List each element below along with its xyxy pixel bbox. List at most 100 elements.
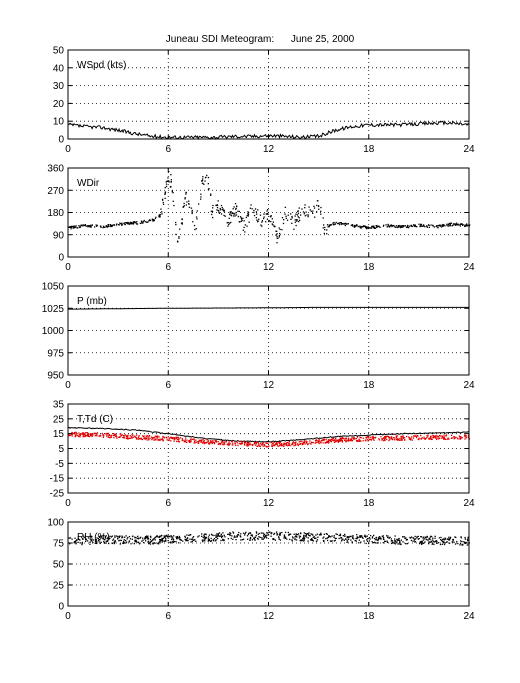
data-point xyxy=(323,540,325,542)
data-point xyxy=(383,224,385,226)
data-point xyxy=(453,223,455,226)
data-point xyxy=(316,533,319,535)
data-point xyxy=(378,537,381,540)
data-point xyxy=(142,539,144,541)
data-point xyxy=(367,226,369,228)
data-point xyxy=(384,436,386,438)
data-point xyxy=(149,219,152,222)
data-point xyxy=(262,532,264,534)
data-point xyxy=(249,442,251,444)
data-point xyxy=(245,216,247,219)
data-point xyxy=(303,535,305,537)
data-point xyxy=(409,537,412,539)
data-point xyxy=(197,536,199,538)
data-point xyxy=(184,197,186,199)
data-point xyxy=(232,442,234,444)
data-point xyxy=(85,538,87,540)
data-point xyxy=(414,224,416,226)
data-point xyxy=(278,537,280,539)
data-point xyxy=(205,533,207,535)
data-point xyxy=(412,537,414,539)
data-point xyxy=(172,192,174,194)
data-point xyxy=(137,535,139,537)
data-point xyxy=(462,223,464,226)
data-point xyxy=(329,224,332,226)
data-point xyxy=(415,538,417,540)
x-tick-label: 0 xyxy=(65,498,71,509)
data-point xyxy=(81,542,83,544)
data-point xyxy=(291,540,293,542)
data-point xyxy=(363,535,366,537)
data-point xyxy=(177,240,179,242)
data-point xyxy=(87,226,89,228)
data-point xyxy=(202,536,204,538)
data-point xyxy=(178,537,180,539)
data-point xyxy=(430,535,432,537)
data-point xyxy=(97,538,99,540)
data-point xyxy=(115,224,118,226)
data-point xyxy=(163,535,165,537)
data-point xyxy=(83,432,85,434)
data-point xyxy=(267,532,269,534)
data-point xyxy=(140,536,142,538)
data-point xyxy=(188,203,190,205)
data-point xyxy=(382,225,385,227)
data-point xyxy=(328,441,330,444)
data-point xyxy=(355,540,357,542)
data-point xyxy=(274,539,277,541)
data-point xyxy=(294,441,296,444)
data-point xyxy=(213,534,215,537)
data-point xyxy=(136,537,138,539)
data-point xyxy=(436,435,438,437)
data-point xyxy=(201,533,203,535)
data-point xyxy=(462,224,464,226)
data-point xyxy=(103,537,105,540)
data-point xyxy=(146,436,148,438)
data-point xyxy=(290,213,292,215)
data-point xyxy=(414,435,416,437)
data-point xyxy=(207,536,210,538)
data-point xyxy=(360,437,362,439)
data-point xyxy=(254,536,257,538)
data-point xyxy=(438,224,440,227)
data-point xyxy=(219,535,221,537)
data-point xyxy=(121,224,123,226)
data-point xyxy=(155,536,157,538)
data-point xyxy=(294,219,296,221)
data-point xyxy=(71,225,73,228)
data-point xyxy=(91,224,93,226)
data-point xyxy=(236,535,238,537)
data-point xyxy=(241,442,243,444)
data-point xyxy=(188,440,190,442)
data-point xyxy=(315,439,317,442)
data-point xyxy=(427,539,429,541)
data-point xyxy=(395,437,397,439)
data-point xyxy=(379,537,382,539)
data-point xyxy=(220,535,222,537)
data-point xyxy=(185,437,187,439)
data-point xyxy=(462,543,464,545)
data-point xyxy=(229,212,231,214)
data-point xyxy=(219,207,221,210)
data-point xyxy=(419,225,421,228)
y-tick-label: 360 xyxy=(47,164,64,175)
data-point xyxy=(341,222,343,224)
data-point xyxy=(339,224,341,226)
data-point xyxy=(222,539,224,541)
data-point xyxy=(132,434,134,436)
data-point xyxy=(250,204,252,206)
data-point xyxy=(73,431,76,434)
data-point xyxy=(305,534,307,536)
data-point xyxy=(138,435,140,437)
data-point xyxy=(76,227,78,229)
data-point xyxy=(145,540,147,542)
data-point xyxy=(444,537,446,539)
data-point xyxy=(458,435,460,437)
data-point xyxy=(417,535,419,538)
data-point xyxy=(424,438,426,440)
data-point xyxy=(152,542,155,545)
x-tick-label: 6 xyxy=(165,262,171,273)
data-point xyxy=(171,190,173,192)
data-point xyxy=(232,532,235,534)
data-point xyxy=(456,224,458,226)
